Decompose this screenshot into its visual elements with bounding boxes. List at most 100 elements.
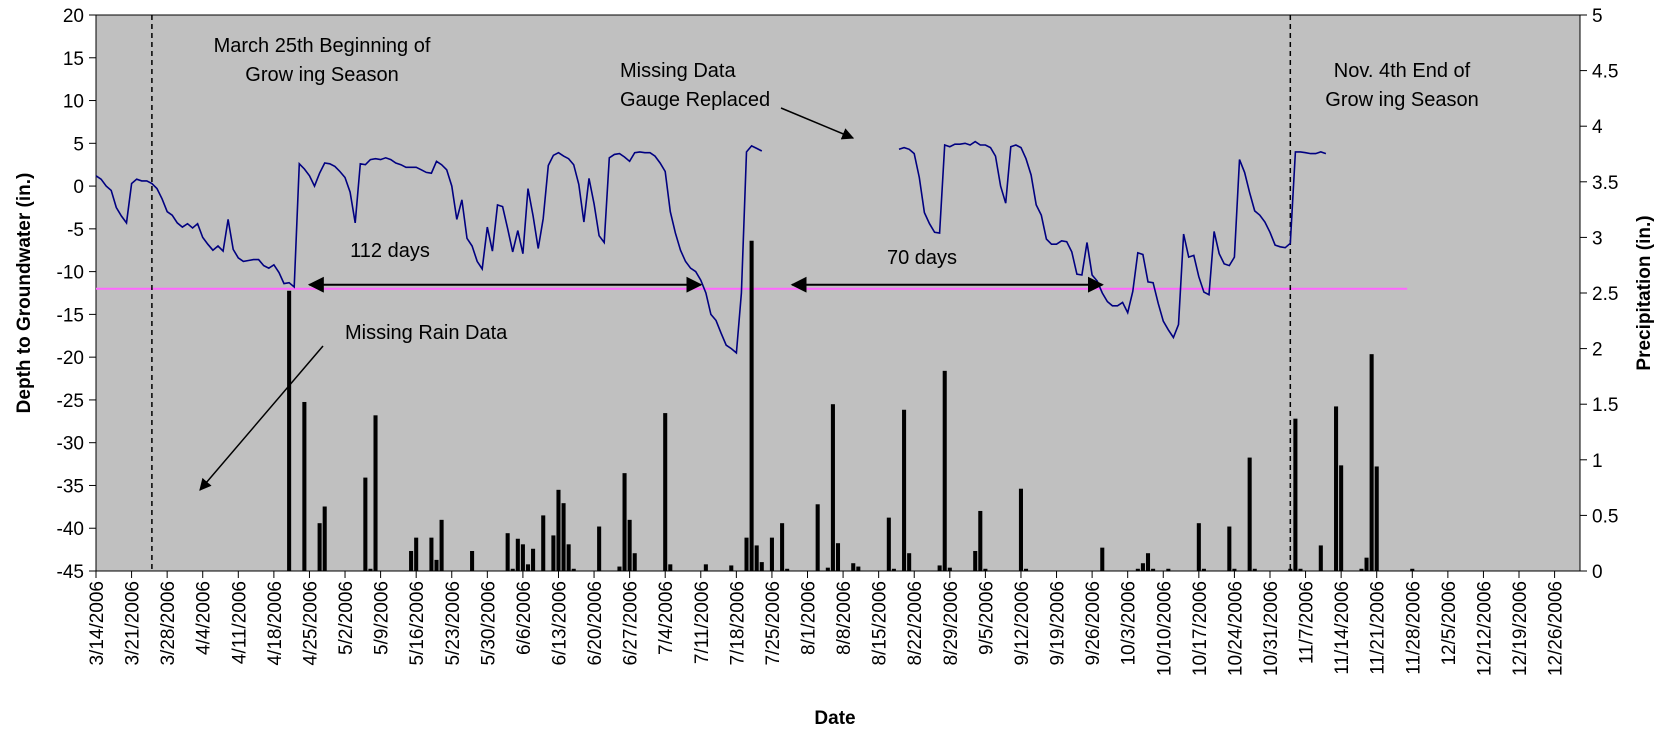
precipitation-bar bbox=[1232, 568, 1237, 571]
x-tick-label: 9/26/2006 bbox=[1083, 581, 1104, 666]
missing-gauge-arrow bbox=[780, 107, 855, 140]
y-right-tick-label: 5 bbox=[1592, 6, 1603, 27]
y-left-tick-label: -5 bbox=[67, 220, 84, 241]
groundwater-line bbox=[898, 140, 1327, 340]
x-tick-label: 5/16/2006 bbox=[407, 581, 428, 666]
y-left-tick-label: 15 bbox=[63, 49, 84, 70]
growing-season-markers bbox=[151, 15, 1292, 571]
precipitation-bar bbox=[1018, 488, 1023, 571]
x-tick-label: 12/26/2006 bbox=[1546, 581, 1567, 676]
x-tick-label: 7/4/2006 bbox=[656, 581, 677, 655]
precipitation-bar bbox=[566, 544, 571, 571]
precipitation-bar bbox=[597, 526, 602, 571]
y-left-tick-label: -40 bbox=[57, 519, 84, 540]
x-tick-label: 12/12/2006 bbox=[1474, 581, 1495, 676]
precipitation-bar bbox=[780, 523, 785, 571]
annotation-missing-rain: Missing Rain Data bbox=[345, 322, 508, 344]
precipitation-bar bbox=[363, 477, 368, 571]
y-left-tick-label: -25 bbox=[57, 391, 84, 412]
y-right-tick-label: 3.5 bbox=[1592, 173, 1618, 194]
x-tick-label: 12/19/2006 bbox=[1510, 581, 1531, 676]
x-tick-label: 4/11/2006 bbox=[229, 581, 250, 664]
x-tick-label: 12/5/2006 bbox=[1439, 581, 1460, 666]
x-tick-label: 10/17/2006 bbox=[1190, 581, 1211, 676]
x-tick-label: 9/12/2006 bbox=[1012, 581, 1033, 666]
x-tick-label: 7/11/2006 bbox=[692, 581, 713, 664]
precipitation-bar bbox=[627, 519, 632, 571]
precipitation-bar bbox=[617, 566, 622, 571]
x-tick-label: 9/19/2006 bbox=[1048, 581, 1069, 666]
precipitation-bar bbox=[632, 553, 637, 571]
precipitation-bar bbox=[541, 515, 546, 571]
y-right-tick-label: 1 bbox=[1592, 451, 1603, 472]
precipitation-bar bbox=[856, 566, 861, 571]
annotation-missing-gauge: Gauge Replaced bbox=[620, 89, 770, 111]
precipitation-bar bbox=[830, 404, 835, 571]
precipitation-bar bbox=[759, 562, 764, 571]
precipitation-bar bbox=[815, 504, 820, 571]
precipitation-bar bbox=[373, 415, 378, 571]
precipitation-bar bbox=[1359, 568, 1364, 571]
x-tick-label: 8/1/2006 bbox=[799, 581, 820, 655]
precipitation-bar bbox=[973, 550, 978, 571]
precipitation-bar bbox=[825, 567, 830, 571]
precipitation-bar bbox=[1145, 553, 1151, 571]
precipitation-bar bbox=[1369, 354, 1374, 571]
precipitation-bar bbox=[520, 544, 525, 571]
precipitation-bar bbox=[1227, 526, 1232, 571]
precipitation-bar bbox=[668, 564, 673, 571]
precipitation-bar bbox=[434, 559, 439, 571]
x-tick-label: 3/28/2006 bbox=[158, 581, 179, 666]
precipitation-bar bbox=[1247, 457, 1252, 571]
y-right-tick-label: 4.5 bbox=[1592, 62, 1618, 83]
precipitation-bar bbox=[729, 565, 734, 571]
precipitation-bar bbox=[1151, 568, 1156, 571]
x-tick-label: 5/9/2006 bbox=[372, 581, 393, 655]
x-tick-label: 6/13/2006 bbox=[549, 581, 570, 666]
x-tick-label: 8/29/2006 bbox=[941, 581, 962, 666]
precipitation-bar bbox=[891, 568, 896, 571]
missing-rain-arrow bbox=[199, 345, 324, 491]
y-right-tick-label: 1.5 bbox=[1592, 395, 1618, 416]
precipitation-bar bbox=[622, 473, 627, 571]
y-right-tick-label: 2 bbox=[1592, 340, 1603, 361]
y-left-tick-label: -30 bbox=[57, 434, 84, 455]
x-tick-label: 10/24/2006 bbox=[1225, 581, 1246, 676]
precipitation-bar bbox=[703, 564, 708, 571]
x-tick-label: 10/3/2006 bbox=[1119, 581, 1140, 666]
x-tick-label: 3/21/2006 bbox=[123, 581, 144, 666]
annotation-span-70: 70 days bbox=[887, 247, 957, 269]
annotation-span-112: 112 days bbox=[350, 240, 430, 262]
x-tick-label: 8/8/2006 bbox=[834, 581, 855, 655]
precipitation-bar bbox=[1374, 466, 1379, 571]
y-right-tick-label: 3 bbox=[1592, 228, 1603, 249]
precipitation-bars bbox=[287, 240, 1415, 571]
x-tick-label: 3/14/2006 bbox=[87, 581, 108, 666]
annotation-arrows bbox=[199, 107, 1104, 491]
y-left-tick-label: 10 bbox=[63, 92, 84, 113]
precipitation-bar bbox=[414, 537, 419, 571]
precipitation-bar bbox=[835, 543, 841, 571]
x-tick-label: 8/15/2006 bbox=[870, 581, 891, 666]
x-tick-label: 10/10/2006 bbox=[1154, 581, 1175, 676]
precipitation-bar bbox=[515, 538, 520, 571]
precipitation-bar bbox=[983, 568, 988, 571]
y-left-axis-title: Depth to Groundwater (in.) bbox=[14, 173, 35, 414]
axes: 20151050-5-10-15-20-25-30-35-40-4554.543… bbox=[57, 6, 1619, 676]
y-right-tick-label: 0.5 bbox=[1592, 506, 1618, 527]
precipitation-bar bbox=[902, 409, 907, 571]
precipitation-bar bbox=[1135, 568, 1140, 571]
annotation-growing-start: Grow ing Season bbox=[245, 64, 398, 86]
precipitation-bar bbox=[571, 568, 576, 571]
precipitation-bar bbox=[907, 553, 912, 571]
precipitation-bar bbox=[525, 564, 531, 571]
y-left-tick-label: 0 bbox=[73, 177, 84, 198]
x-axis-title: Date bbox=[814, 708, 855, 729]
precipitation-bar bbox=[785, 568, 790, 571]
precipitation-bar bbox=[302, 401, 307, 571]
precipitation-bar bbox=[287, 290, 292, 571]
x-tick-label: 8/22/2006 bbox=[905, 581, 926, 666]
x-tick-label: 7/25/2006 bbox=[763, 581, 784, 666]
x-tick-label: 9/5/2006 bbox=[976, 581, 997, 655]
